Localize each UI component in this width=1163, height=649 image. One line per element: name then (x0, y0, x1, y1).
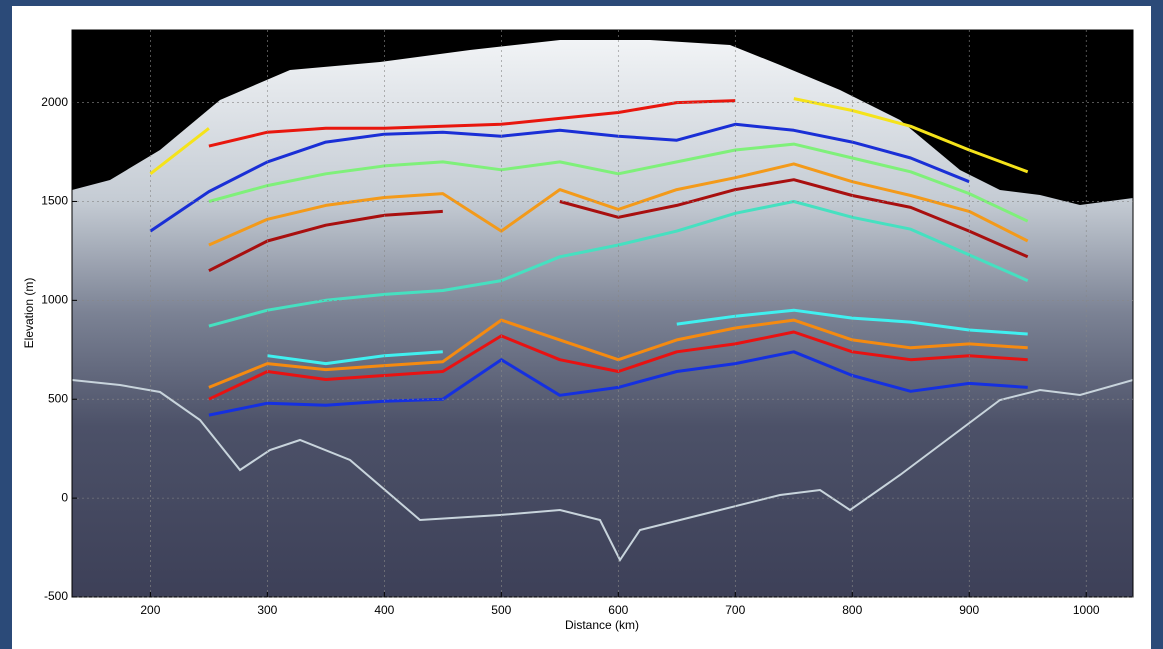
y-tick-label: 2000 (41, 95, 68, 109)
x-tick-label: 200 (140, 603, 160, 617)
chart: Distance (km) Elevation (m) -500 0 500 1000… (0, 0, 1163, 649)
x-tick-label: 900 (959, 603, 979, 617)
y-tick-label: -500 (44, 589, 68, 603)
x-tick-label: 400 (374, 603, 394, 617)
y-tick-label: 1500 (41, 194, 68, 208)
x-tick-label: 800 (842, 603, 862, 617)
x-tick-label: 600 (608, 603, 628, 617)
x-tick-label: 1000 (1073, 603, 1100, 617)
x-axis-label: Distance (km) (565, 618, 639, 632)
y-tick-label: 500 (48, 391, 68, 405)
y-axis-label: Elevation (m) (22, 278, 36, 349)
y-tick-label: 0 (61, 490, 68, 504)
x-tick-label: 300 (257, 603, 277, 617)
x-tick-label: 500 (491, 603, 511, 617)
y-tick-label: 1000 (41, 293, 68, 307)
x-tick-label: 700 (725, 603, 745, 617)
page: Distance (km) Elevation (m) -500 0 500 1000… (0, 0, 1163, 649)
